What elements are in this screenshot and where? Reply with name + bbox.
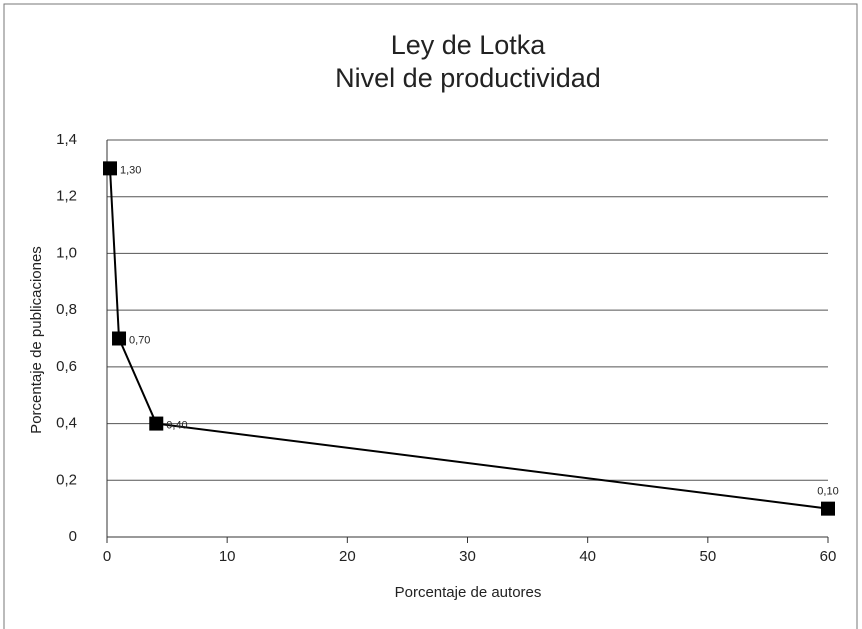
marker [103,161,118,176]
y-tick-label: 1,0 [56,244,77,261]
line [109,168,829,510]
x-tick-label: 40 [579,548,596,565]
marker [112,331,127,346]
y-axis-label: Porcentaje de publicaciones [28,246,45,434]
y-tick-label: 0 [69,528,77,545]
marker [821,501,835,516]
y-tick-label: 0,8 [56,301,77,318]
chart-title: Ley de Lotka [391,30,547,60]
data-label: 0,70 [129,334,150,346]
x-tick-label: 50 [699,548,716,565]
data-label: 0,10 [817,486,838,498]
x-tick-label: 0 [103,548,111,565]
data-label: 1,30 [120,164,141,176]
y-tick-label: 0,6 [56,358,77,375]
x-tick-label: 30 [459,548,476,565]
y-tick-label: 1,2 [56,188,77,205]
y-tick-label: 1,4 [56,131,77,148]
y-tick-label: 0,4 [56,415,77,432]
data-label: 0,40 [166,419,187,431]
chart-subtitle: Nivel de productividad [335,63,601,93]
x-tick-label: 60 [820,548,837,565]
x-tick-label: 20 [339,548,356,565]
marker [149,416,164,431]
y-tick-label: 0,2 [56,471,77,488]
x-tick-label: 10 [219,548,236,565]
frame [3,3,858,629]
x-axis-label: Porcentaje de autores [395,584,542,601]
